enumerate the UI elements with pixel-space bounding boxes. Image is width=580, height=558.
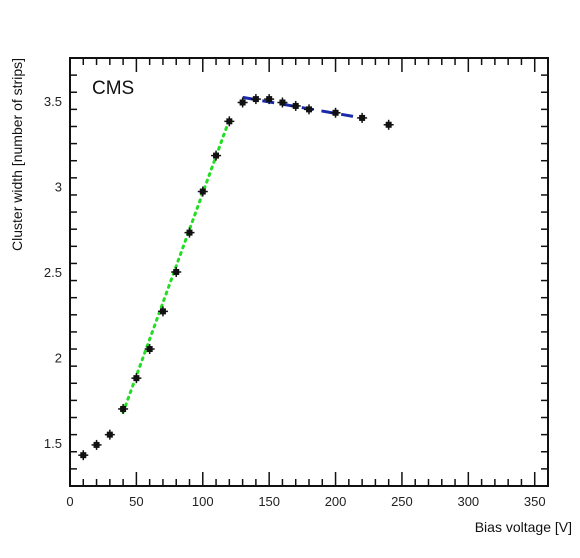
data-point bbox=[91, 439, 102, 450]
axis-ticks bbox=[69, 57, 549, 487]
x-tick-label: 100 bbox=[192, 494, 214, 509]
data-point bbox=[250, 94, 261, 105]
y-tick-label: 1.5 bbox=[44, 436, 62, 451]
data-point bbox=[304, 104, 314, 115]
cms-label: CMS bbox=[92, 78, 134, 99]
axis-tick-labels: 0 50 100 150 200 250 300 350 1.5 2 2.5 3 3.5 bbox=[44, 94, 546, 509]
x-tick-label: 50 bbox=[129, 494, 143, 509]
fit-line-rising bbox=[121, 118, 231, 414]
y-tick-label: 3 bbox=[55, 179, 62, 194]
data-point bbox=[264, 94, 275, 105]
data-point bbox=[330, 107, 341, 118]
data-point bbox=[104, 429, 115, 440]
x-tick-label: 150 bbox=[258, 494, 280, 509]
x-tick-label: 200 bbox=[325, 494, 347, 509]
data-point bbox=[237, 97, 248, 108]
data-point bbox=[383, 119, 394, 130]
data-point bbox=[131, 373, 142, 384]
data-points bbox=[78, 94, 394, 461]
x-axis-title: Bias voltage [V] bbox=[475, 519, 572, 535]
data-point bbox=[157, 306, 168, 317]
data-point bbox=[211, 150, 222, 161]
data-point bbox=[290, 100, 301, 111]
x-tick-label: 250 bbox=[391, 494, 413, 509]
data-point bbox=[144, 344, 155, 355]
y-axis-title: Cluster width [number of strips] bbox=[9, 58, 25, 251]
data-point bbox=[184, 227, 195, 238]
y-tick-label: 2.5 bbox=[44, 265, 62, 280]
data-point bbox=[357, 112, 368, 123]
fit-lines bbox=[121, 95, 363, 414]
data-point bbox=[197, 186, 208, 197]
x-tick-label: 0 bbox=[66, 494, 73, 509]
y-tick-label: 2 bbox=[55, 351, 62, 366]
y-tick-label: 3.5 bbox=[44, 94, 62, 109]
data-point bbox=[277, 97, 288, 108]
data-point bbox=[224, 116, 235, 127]
data-point bbox=[118, 403, 129, 414]
data-point bbox=[78, 450, 89, 461]
data-point bbox=[171, 267, 182, 277]
x-tick-label: 350 bbox=[524, 494, 546, 509]
x-tick-label: 300 bbox=[457, 494, 479, 509]
fit-line-plateau bbox=[242, 95, 363, 120]
plot-frame bbox=[69, 57, 549, 487]
